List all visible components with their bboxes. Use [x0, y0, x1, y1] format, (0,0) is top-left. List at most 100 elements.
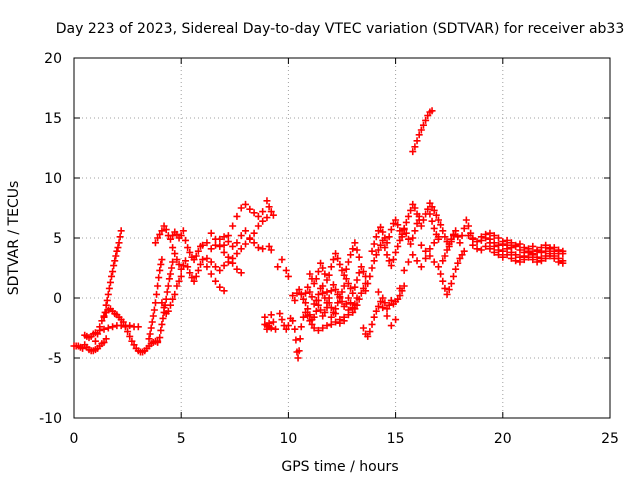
data-point-marker [158, 256, 166, 264]
data-point-marker [310, 280, 318, 288]
data-point-marker [186, 269, 194, 277]
data-point-marker [186, 248, 194, 256]
data-point-marker [216, 266, 224, 274]
data-point-marker [156, 266, 164, 274]
data-point-marker [194, 247, 202, 255]
data-point-marker [276, 310, 284, 318]
data-point-marker [439, 227, 447, 235]
data-point-marker [229, 259, 237, 267]
y-tick-label: 10 [44, 171, 62, 187]
data-point-marker [312, 307, 320, 315]
data-point-marker [439, 277, 447, 285]
data-point-marker [434, 233, 442, 241]
data-point-marker [407, 240, 415, 248]
data-point-marker [366, 328, 374, 336]
data-point-marker [473, 238, 481, 246]
data-point-marker [400, 226, 408, 234]
data-point-marker [439, 257, 447, 265]
data-point-marker [370, 257, 378, 265]
data-point-marker [237, 269, 245, 277]
data-point-marker [351, 283, 359, 291]
data-point-marker [458, 232, 466, 240]
data-point-marker [233, 250, 241, 258]
data-point-marker [550, 254, 558, 262]
data-point-marker [179, 227, 187, 235]
data-point-marker [368, 320, 376, 328]
data-point-marker [220, 262, 228, 270]
data-point-marker [507, 244, 515, 252]
data-point-marker [166, 235, 174, 243]
data-point-marker [156, 334, 164, 342]
data-point-marker [334, 299, 342, 307]
data-point-marker [188, 274, 196, 282]
data-point-marker [263, 214, 271, 222]
data-point-marker [254, 222, 262, 230]
data-point-marker [366, 272, 374, 280]
data-point-marker [413, 210, 421, 218]
data-point-marker [250, 239, 258, 247]
data-point-marker [404, 235, 412, 243]
data-point-marker [413, 137, 421, 145]
data-point-marker [404, 212, 412, 220]
data-point-marker [134, 323, 142, 331]
data-point-marker [353, 301, 361, 309]
data-point-marker [224, 253, 232, 261]
data-point-marker [344, 280, 352, 288]
data-point-marker [349, 289, 357, 297]
data-point-marker [246, 205, 254, 213]
data-point-marker [340, 282, 348, 290]
data-point-marker [146, 330, 154, 338]
data-point-marker [407, 206, 415, 214]
data-point-marker [267, 208, 275, 216]
data-point-marker [220, 241, 228, 249]
data-point-marker [499, 238, 507, 246]
data-point-marker [79, 344, 87, 352]
data-point-marker [203, 239, 211, 247]
y-tick-label: -5 [48, 351, 62, 367]
data-point-marker [332, 286, 340, 294]
data-point-marker [269, 318, 277, 326]
data-point-marker [128, 337, 136, 345]
data-point-marker [516, 246, 524, 254]
data-point-marker [319, 264, 327, 272]
data-point-marker [242, 200, 250, 208]
data-point-marker [454, 233, 462, 241]
data-point-marker [173, 256, 181, 264]
data-point-marker [411, 227, 419, 235]
data-point-marker [419, 121, 427, 129]
data-point-marker [181, 257, 189, 265]
data-point-marker [278, 316, 286, 324]
data-point-marker [441, 233, 449, 241]
data-point-marker [426, 210, 434, 218]
data-point-marker [292, 336, 300, 344]
data-point-marker [207, 258, 215, 266]
data-point-marker [520, 244, 528, 252]
data-point-marker [404, 258, 412, 266]
data-point-marker [163, 288, 171, 296]
data-point-marker [417, 263, 425, 271]
data-point-marker [261, 313, 269, 321]
data-point-marker [166, 270, 174, 278]
data-point-marker [233, 212, 241, 220]
data-point-marker [387, 296, 395, 304]
data-point-marker [310, 324, 318, 332]
data-point-marker [364, 332, 372, 340]
data-point-marker [389, 256, 397, 264]
data-point-marker [383, 305, 391, 313]
data-point-marker [338, 288, 346, 296]
data-point-marker [359, 268, 367, 276]
data-point-marker [203, 263, 211, 271]
data-point-marker [542, 254, 550, 262]
data-point-marker [338, 266, 346, 274]
data-point-marker [282, 266, 290, 274]
data-point-marker [422, 116, 430, 124]
data-point-marker [464, 222, 472, 230]
data-point-marker [194, 266, 202, 274]
data-point-marker [430, 224, 438, 232]
data-point-marker [233, 265, 241, 273]
data-point-marker [323, 276, 331, 284]
data-point-marker [177, 272, 185, 280]
data-point-marker [447, 235, 455, 243]
data-point-marker [411, 204, 419, 212]
data-point-marker [332, 318, 340, 326]
